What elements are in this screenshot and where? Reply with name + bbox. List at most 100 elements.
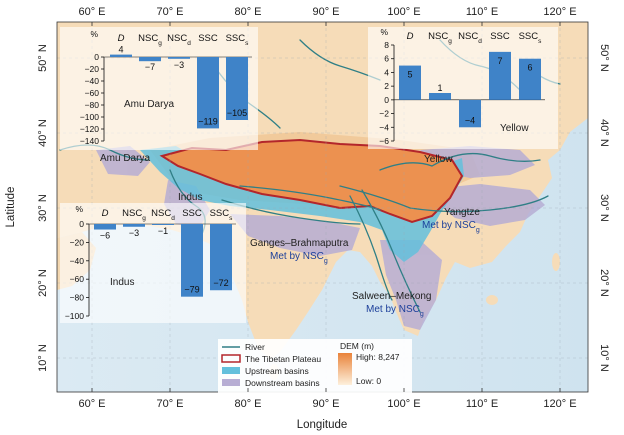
legend-dem-high: High: 8,247 (356, 352, 400, 362)
inset-category-label: SSC (182, 208, 202, 219)
inset-bar-value: −119 (198, 116, 218, 126)
legend-dem-gradient (338, 353, 352, 385)
latitude-ticks-right: 50° N 40° N 30° N 20° N 10° N (598, 44, 610, 372)
lon-tick-top: 90° E (312, 6, 339, 18)
met-label-salween: Met by NSCg (366, 304, 424, 318)
inset-category-label: NSCd (167, 33, 191, 47)
inset-tick-label: −4 (379, 122, 389, 132)
legend-dem-title: DEM (m) (340, 341, 374, 351)
inset-bar-value: −79 (184, 285, 199, 295)
inset-chart-indus: % 0 −20 −40 −60 −80 −100 −6 D −3 NSCg −1 NSCd −79 SSC −… (65, 204, 236, 321)
legend-dem-low: Low: 0 (356, 376, 381, 386)
inset-tick-label: −60 (85, 88, 100, 98)
inset-category-label: NSCg (138, 33, 162, 47)
met-label-yangtze: Met by NSCg (422, 220, 480, 234)
inset-bar-value: −4 (465, 115, 475, 125)
inset-category-label: SSCs (519, 31, 543, 45)
inset-tick-label: −2 (379, 109, 389, 119)
downstream-amu (96, 146, 150, 176)
inset-tick-label: 0 (94, 52, 99, 62)
island-hainan (486, 295, 498, 305)
lat-tick-left: 50° N (37, 44, 49, 72)
island-taiwan (552, 253, 560, 271)
inset-tick-label: −120 (80, 124, 99, 134)
inset-chart-name: Amu Darya (124, 99, 174, 110)
lat-tick-left: 40° N (37, 119, 49, 147)
label-yangtze: Yangtze (444, 207, 480, 218)
inset-chart-amu-darya: % 0 −20 −40 −60 −80 −100 −120 −140 4D −7 NSCg −3 NSCd… (80, 29, 252, 146)
lon-tick-bottom: 110° E (466, 398, 498, 410)
inset-tick-label: −20 (85, 64, 100, 74)
inset-tick-label: −80 (85, 100, 100, 110)
inset-tick-label: −140 (80, 136, 99, 146)
inset-bar-value: −1 (158, 226, 168, 236)
inset-category-label: SSCs (226, 33, 250, 47)
downstream-yangtze (438, 184, 545, 226)
legend-downstream-label: Downstream basins (245, 378, 320, 388)
inset-category-label: D (102, 208, 109, 219)
tibetan-plateau (159, 138, 464, 224)
inset-tick-label: 0 (384, 95, 389, 105)
lat-tick-left: 30° N (37, 194, 49, 222)
lat-tick-right: 30° N (598, 194, 610, 222)
legend-upstream-swatch (222, 367, 240, 374)
lon-tick-bottom: 80° E (234, 398, 261, 410)
inset-bar-value: −3 (174, 60, 184, 70)
y-axis-title: Latitude (5, 187, 17, 228)
downstream-salween (380, 240, 442, 330)
inset-bar-value: 5 (407, 70, 412, 80)
inset-bar (226, 57, 248, 120)
inset-unit: % (90, 29, 98, 39)
inset-tick-label: 0 (79, 219, 84, 229)
lon-tick-top: 60° E (78, 6, 105, 18)
legend: River The Tibetan Plateau Upstream basin… (218, 339, 412, 393)
inset-category-label: NSCd (151, 208, 175, 222)
inset-bar-value: −105 (227, 108, 247, 118)
lon-tick-bottom: 90° E (312, 398, 339, 410)
lon-tick-top: 80° E (234, 6, 261, 18)
legend-box (218, 339, 412, 393)
inset-category-label: D (118, 33, 125, 44)
river-brahmaputra (239, 185, 381, 211)
inset-category-label: SSC (198, 33, 218, 44)
inset-bar (123, 224, 145, 227)
label-amu-darya: Amu Darya (100, 153, 150, 164)
inset-amu-darya-bg (60, 27, 258, 150)
label-salween: Salween–Mekong (352, 291, 432, 302)
longitude-ticks-top: 60° E 70° E 80° E 90° E 100° E 110° E 120° E (78, 6, 577, 26)
lon-tick-top: 70° E (156, 6, 183, 18)
legend-plateau-swatch (221, 354, 241, 363)
inset-bar-value: −3 (129, 228, 139, 238)
inset-bar-value: −6 (100, 231, 110, 241)
river-mekong (361, 189, 421, 313)
inset-category-label: SSC (490, 31, 510, 42)
lon-tick-top: 120° E (543, 6, 576, 18)
inset-chart-name: Yellow (500, 123, 529, 134)
inset-bar (168, 57, 190, 59)
lat-tick-right: 10° N (598, 344, 610, 372)
lat-tick-right: 20° N (598, 269, 610, 297)
downstream-ganges (230, 214, 360, 256)
inset-tick-label: −40 (85, 76, 100, 86)
inset-category-label: SSCs (210, 208, 234, 222)
latitude-ticks-left: 50° N 40° N 30° N 20° N 10° N (37, 44, 49, 372)
inset-tick-label: −60 (70, 274, 85, 284)
inset-tick-label: −100 (65, 311, 84, 321)
x-axis-title: Longitude (297, 419, 348, 431)
lon-tick-bottom: 70° E (156, 398, 183, 410)
inset-bar (429, 93, 451, 100)
inset-bar (139, 57, 161, 62)
river-salween (349, 195, 393, 301)
lat-tick-right: 50° N (598, 44, 610, 72)
inset-bar (197, 57, 219, 129)
inset-bar-value: −7 (145, 62, 155, 72)
lat-tick-left: 20° N (37, 269, 49, 297)
inset-bar (110, 54, 132, 57)
inset-bar-value: −72 (213, 278, 228, 288)
inset-bar (152, 224, 174, 225)
met-label-ganges: Met by NSCg (270, 251, 328, 265)
inset-tick-label: −6 (379, 136, 389, 146)
inset-tick-label: −80 (70, 293, 85, 303)
lat-tick-left: 10° N (37, 344, 49, 372)
inset-tick-label: −100 (80, 112, 99, 122)
